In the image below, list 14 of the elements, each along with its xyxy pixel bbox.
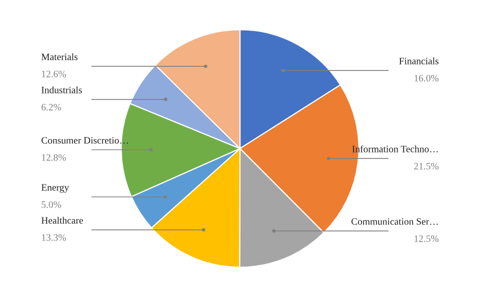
slice-label: Industrials	[42, 86, 82, 94]
slice-label: Communication Ser…	[351, 218, 438, 225]
slice-label: Materials	[41, 53, 78, 60]
slice-label: Healthcare	[41, 216, 83, 224]
data-label: 5.0%	[42, 201, 62, 208]
data-label: 12.6%	[42, 70, 66, 78]
data-label: 16.0%	[414, 74, 439, 82]
data-label: 12.5%	[414, 235, 439, 242]
slice-label: Financials	[399, 57, 438, 64]
data-label: 13.3%	[42, 234, 66, 241]
data-label: 6.2%	[42, 104, 62, 110]
slice-label: Energy	[41, 184, 70, 193]
data-label: 21.5%	[414, 162, 439, 170]
data-label: 12.8%	[42, 154, 66, 161]
